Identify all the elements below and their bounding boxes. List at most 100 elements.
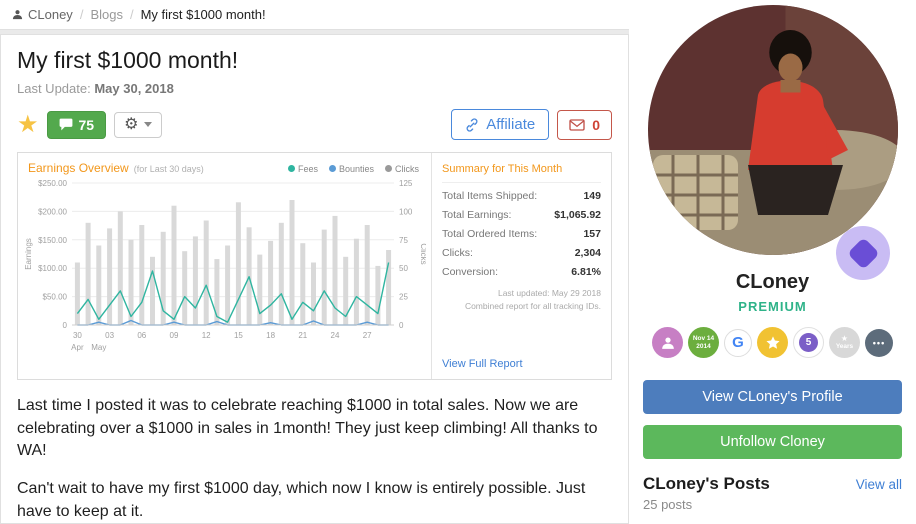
years-badge[interactable]: ★ Years	[829, 327, 860, 358]
legend-item: Bounties	[328, 164, 374, 174]
svg-text:$100.00: $100.00	[38, 264, 67, 273]
summary-title: Summary for This Month	[442, 163, 601, 183]
post-body: Last time I posted it was to celebrate r…	[17, 395, 612, 523]
years-star-icon: ★	[840, 334, 849, 343]
comments-button[interactable]: 75	[46, 110, 107, 139]
summary-note: Combined report for all tracking IDs.	[464, 301, 601, 311]
post-action-row: ★ 75 ⚙ Affiliate 0	[17, 109, 612, 140]
svg-text:18: 18	[266, 331, 275, 340]
svg-text:03: 03	[105, 331, 114, 340]
legend-item: Clicks	[385, 164, 419, 174]
svg-text:21: 21	[298, 331, 307, 340]
person-icon	[661, 336, 674, 349]
settings-dropdown-button[interactable]: ⚙	[114, 111, 163, 138]
rank-medal-icon: 5	[799, 333, 818, 352]
user-icon	[12, 10, 23, 20]
post-card: My first $1000 month! Last Update: May 3…	[0, 34, 629, 524]
summary-label: Total Ordered Items:	[442, 228, 538, 240]
summary-label: Total Items Shipped:	[442, 190, 538, 202]
chevron-down-icon	[144, 122, 153, 127]
more-badges-button[interactable]: •••	[865, 328, 893, 357]
svg-text:25: 25	[399, 293, 408, 302]
unfollow-button[interactable]: Unfollow Cloney	[643, 425, 902, 459]
last-update-date: May 30, 2018	[94, 81, 174, 96]
favorite-star-icon[interactable]: ★	[17, 110, 39, 138]
summary-value: $1,065.92	[554, 209, 601, 221]
view-all-link[interactable]: View all	[855, 477, 902, 492]
svg-text:30: 30	[73, 331, 82, 340]
google-badge[interactable]: G	[724, 328, 752, 357]
breadcrumb-blogs-link[interactable]: Blogs	[90, 7, 123, 22]
summary-row: Conversion: 6.81%	[442, 266, 601, 278]
main-column: CLoney / Blogs / My first $1000 month! M…	[0, 0, 629, 524]
svg-text:100: 100	[399, 207, 413, 216]
legend-item: Fees	[287, 164, 318, 174]
summary-row: Total Ordered Items: 157	[442, 228, 601, 240]
comment-icon	[59, 118, 72, 131]
breadcrumb-separator: /	[79, 7, 84, 22]
diamond-icon	[846, 236, 880, 270]
posts-header-row: CLoney's Posts View all	[643, 474, 902, 494]
summary-label: Total Earnings:	[442, 209, 512, 221]
avatar-photo	[647, 5, 898, 255]
summary-panel: Summary for This Month Total Items Shipp…	[431, 153, 611, 379]
rank-badge[interactable]: 5	[793, 327, 824, 358]
svg-text:24: 24	[331, 331, 340, 340]
ellipsis-icon: •••	[872, 337, 886, 348]
member-since-line1: Nov 14	[692, 334, 715, 342]
membership-tier-label: PREMIUM	[738, 299, 807, 314]
post-paragraph: Can't wait to have my first $1000 day, w…	[17, 480, 586, 520]
affiliate-button[interactable]: Affiliate	[451, 109, 550, 140]
star-icon	[765, 335, 780, 349]
last-update-label: Last Update:	[17, 81, 91, 96]
google-g-icon: G	[732, 334, 744, 351]
summary-value: 149	[583, 190, 601, 202]
svg-text:12: 12	[202, 331, 211, 340]
chart-subtitle: (for Last 30 days)	[133, 164, 204, 174]
post-paragraph: Last time I posted it was to celebrate r…	[17, 397, 598, 460]
svg-text:$50.00: $50.00	[43, 293, 68, 302]
svg-text:06: 06	[137, 331, 146, 340]
svg-text:$200.00: $200.00	[38, 207, 67, 216]
svg-text:0: 0	[399, 321, 404, 330]
summary-row: Total Earnings: $1,065.92	[442, 209, 601, 221]
earnings-dashboard-screenshot: Earnings Overview (for Last 30 days) Fee…	[17, 152, 612, 380]
svg-text:0: 0	[63, 321, 68, 330]
profile-name: CLoney	[735, 271, 810, 293]
view-full-report-link[interactable]: View Full Report	[442, 358, 523, 370]
breadcrumb: CLoney / Blogs / My first $1000 month!	[0, 0, 629, 30]
summary-row: Total Items Shipped: 149	[442, 190, 601, 202]
posts-heading: CLoney's Posts	[643, 474, 770, 493]
link-icon	[466, 117, 478, 132]
member-since-badge[interactable]: Nov 14 2014	[688, 327, 719, 358]
affiliate-label: Affiliate	[486, 116, 536, 133]
profile-sidebar: CLoney PREMIUM Nov 14 2014 G 5 ★ Years •…	[629, 0, 916, 524]
breadcrumb-separator: /	[129, 7, 134, 22]
gear-icon: ⚙	[124, 115, 139, 133]
svg-text:09: 09	[170, 331, 179, 340]
chart-title: Earnings Overview	[28, 161, 129, 175]
avatar[interactable]	[647, 5, 898, 255]
breadcrumb-user-label: CLoney	[28, 7, 73, 22]
envelope-icon	[569, 118, 585, 131]
profile-badge[interactable]	[652, 327, 683, 358]
summary-value: 2,304	[574, 247, 601, 259]
star-badge[interactable]	[757, 327, 788, 358]
view-profile-button[interactable]: View CLoney's Profile	[643, 380, 902, 414]
summary-row: Clicks: 2,304	[442, 247, 601, 259]
svg-text:50: 50	[399, 264, 408, 273]
chart-header: Earnings Overview (for Last 30 days) Fee…	[24, 159, 429, 175]
svg-text:27: 27	[363, 331, 372, 340]
summary-value: 157	[583, 228, 601, 240]
svg-text:May: May	[91, 343, 106, 352]
svg-text:$250.00: $250.00	[38, 179, 67, 188]
page-title: My first $1000 month!	[17, 47, 239, 73]
svg-text:$150.00: $150.00	[38, 236, 67, 245]
messages-button[interactable]: 0	[557, 109, 612, 140]
years-label: Years	[835, 343, 854, 350]
chart-legend: Fees Bounties Clicks	[287, 164, 425, 174]
summary-updated: Last updated: May 29 2018	[497, 288, 601, 298]
premium-diamond-badge[interactable]	[836, 226, 890, 280]
breadcrumb-user[interactable]: CLoney	[12, 7, 73, 22]
summary-value: 6.81%	[571, 266, 601, 278]
